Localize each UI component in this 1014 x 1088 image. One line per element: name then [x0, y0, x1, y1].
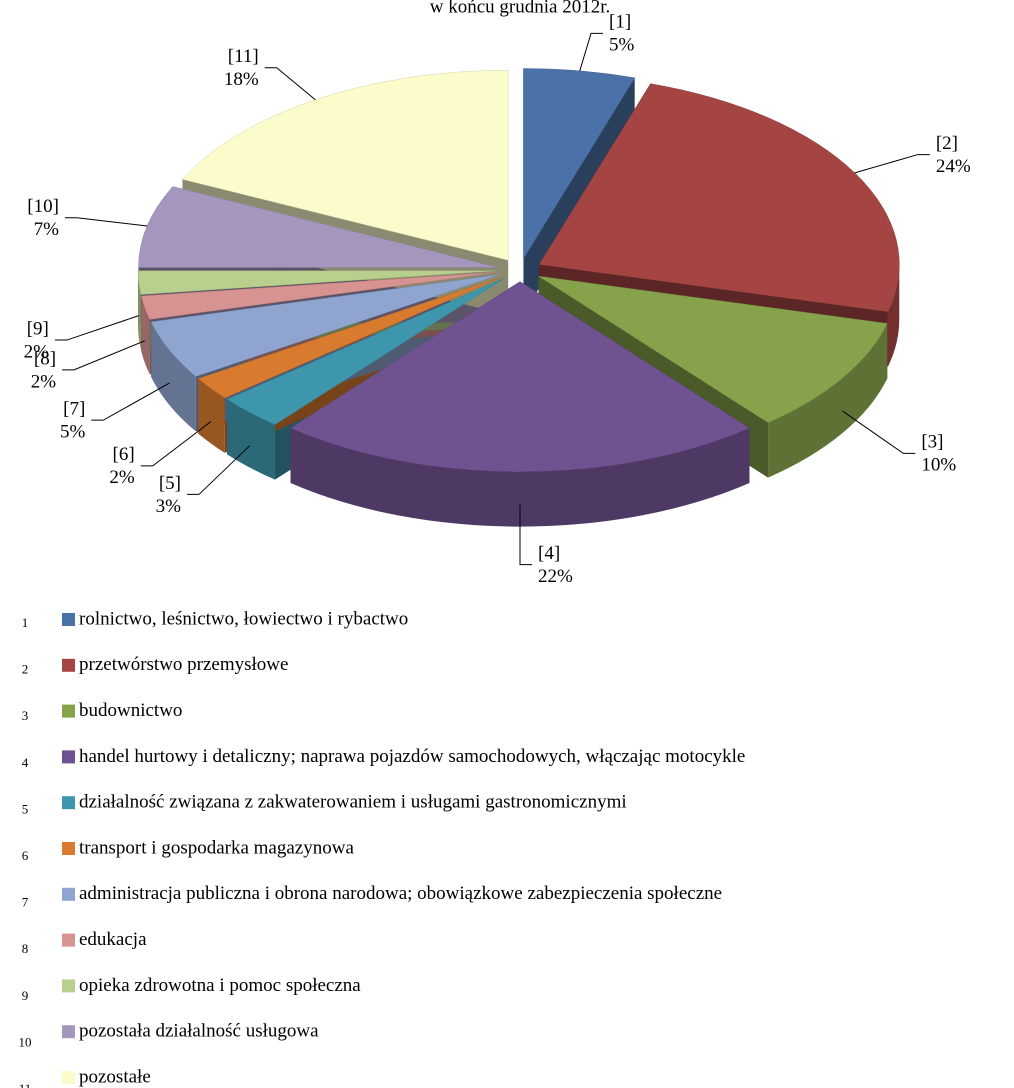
- leader-line: [140, 421, 212, 467]
- slice-wall: [198, 378, 225, 453]
- data-label: 18%: [224, 69, 259, 90]
- slice-wall: [151, 321, 196, 432]
- legend-swatch: [62, 613, 75, 626]
- slice-wall: [887, 264, 900, 367]
- labels: [1]5%[2]24%[3]10%[4]22%[5]3%[6]2%[7]5%[8…: [24, 12, 971, 587]
- point-label: [10]: [27, 196, 59, 217]
- data-label: 2%: [109, 467, 135, 488]
- legend-label: transport i gospodarka magazynowa: [79, 837, 354, 858]
- legend-number: 9: [22, 988, 29, 1003]
- point-label: [7]: [63, 399, 85, 420]
- slice-wall: [141, 295, 150, 375]
- legend-label: działalność związana z zakwaterowaniem i…: [79, 792, 627, 813]
- legend-swatch: [62, 1071, 75, 1084]
- data-label: 3%: [156, 496, 182, 517]
- data-label: 2%: [31, 371, 57, 392]
- legend-number: 2: [22, 662, 29, 677]
- slice: [226, 277, 505, 425]
- slice-wall: [768, 323, 888, 478]
- data-label: 10%: [921, 455, 956, 476]
- slice: [140, 271, 499, 320]
- legend: 1 rolnictwo, leśnictwo, łowiectwo i rybac…: [19, 608, 746, 1088]
- legend-swatch: [62, 979, 75, 993]
- legend-swatch: [62, 842, 75, 855]
- data-label: 2%: [24, 341, 50, 362]
- legend-swatch: [62, 658, 75, 672]
- leader-line: [64, 217, 148, 227]
- legend-label: pozostałe: [79, 1066, 151, 1087]
- point-label: [5]: [159, 473, 181, 494]
- slice: [197, 276, 503, 399]
- point-label: [1]: [609, 12, 631, 33]
- legend-number: 7: [22, 895, 29, 910]
- leader-line: [91, 382, 170, 421]
- legend-swatch: [62, 704, 75, 718]
- slice: [137, 270, 499, 295]
- walls: [138, 264, 900, 527]
- legend-number: 5: [22, 801, 29, 816]
- legend-number: 1: [22, 615, 29, 630]
- legend-number: 10: [19, 1034, 32, 1049]
- legend-swatch: [62, 750, 75, 764]
- point-label: [3]: [921, 432, 943, 453]
- legend-swatch: [62, 796, 75, 810]
- data-label: 7%: [34, 219, 60, 240]
- data-label: 24%: [936, 156, 971, 177]
- leader-line: [842, 410, 916, 454]
- slice-wall: [290, 428, 750, 527]
- slice: [289, 281, 751, 472]
- leader-line: [579, 32, 604, 72]
- legend-label: pozostała działalność usługowa: [79, 1021, 319, 1042]
- leader-line: [264, 67, 316, 101]
- point-label: [8]: [34, 348, 56, 369]
- slice: [538, 83, 900, 312]
- legend-label: rolnictwo, leśnictwo, łowiectwo i rybact…: [79, 608, 408, 629]
- legend-swatch: [62, 933, 75, 947]
- point-label: [4]: [538, 543, 560, 564]
- legend-number: 11: [19, 1081, 32, 1088]
- legend-label: przetwórstwo przemysłowe: [79, 654, 288, 675]
- slice: [138, 186, 499, 268]
- legend-swatch: [62, 887, 75, 901]
- legend-number: 4: [22, 755, 29, 770]
- tops: [137, 68, 900, 472]
- legend-number: 8: [22, 941, 29, 956]
- leader-line: [854, 154, 930, 174]
- slice: [150, 274, 500, 377]
- legend-number: 6: [22, 848, 29, 863]
- leader-line: [186, 445, 251, 495]
- legend-label: budownictwo: [79, 700, 182, 721]
- data-label: 22%: [538, 566, 573, 587]
- legend-swatch: [62, 1025, 75, 1039]
- legend-label: handel hurtowy i detaliczny; naprawa poj…: [79, 746, 745, 767]
- slice-wall: [138, 270, 141, 350]
- point-label: [11]: [228, 46, 259, 67]
- legend-label: opieka zdrowotna i pomoc społeczna: [79, 975, 361, 996]
- point-label: [9]: [27, 318, 49, 339]
- legend-label: edukacja: [79, 929, 147, 950]
- data-label: 5%: [60, 422, 86, 443]
- leader-line: [519, 504, 532, 566]
- legend-number: 3: [22, 708, 29, 723]
- point-label: [2]: [936, 133, 958, 154]
- data-label: 5%: [609, 35, 635, 56]
- legend-label: administracja publiczna i obrona narodow…: [79, 883, 722, 904]
- slice: [538, 275, 888, 423]
- leader-line: [62, 340, 145, 371]
- leader-line: [54, 315, 139, 341]
- chart-title: w końcu grudnia 2012r.: [430, 0, 610, 17]
- point-label: [6]: [113, 444, 135, 465]
